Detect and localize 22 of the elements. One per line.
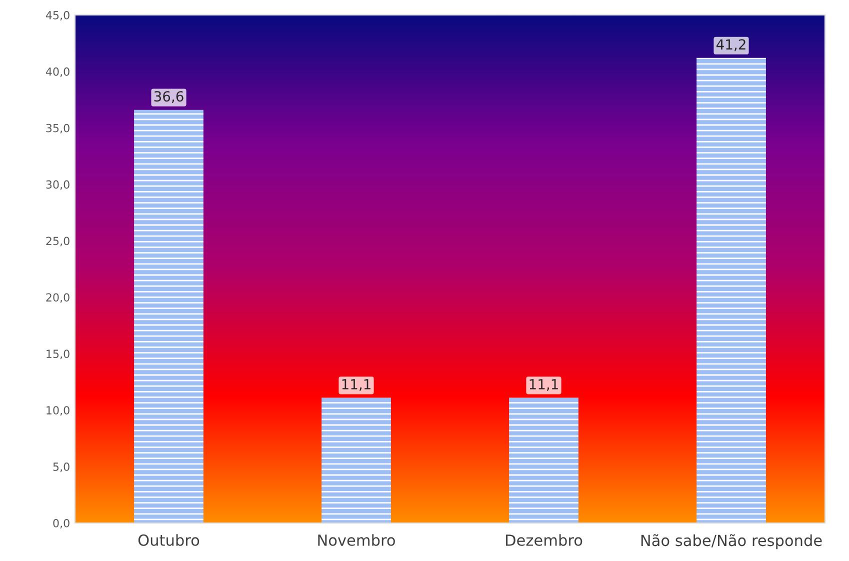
x-tick-label: Não sabe/Não responde bbox=[641, 534, 822, 550]
y-tick-label: 20,0 bbox=[46, 293, 70, 303]
y-tick-label: 30,0 bbox=[46, 180, 70, 190]
x-tick-label: Outubro bbox=[138, 534, 200, 546]
y-tick-label: 40,0 bbox=[46, 67, 70, 77]
y-tick-label: 0,0 bbox=[53, 518, 70, 529]
bar bbox=[322, 398, 391, 523]
bar bbox=[509, 398, 578, 523]
bar bbox=[696, 58, 766, 523]
x-tick-label: Novembro bbox=[318, 534, 395, 546]
data-label: 36,6 bbox=[154, 91, 184, 103]
data-label: 41,2 bbox=[716, 39, 746, 52]
bar bbox=[134, 110, 204, 523]
data-label: 11,1 bbox=[342, 379, 370, 391]
data-label: 11,1 bbox=[530, 379, 558, 391]
y-tick-label: 45,0 bbox=[46, 10, 70, 21]
y-tick-label: 10,0 bbox=[46, 406, 70, 416]
y-tick-label: 35,0 bbox=[46, 124, 70, 134]
y-tick-label: 5,0 bbox=[53, 462, 70, 472]
x-tick-label: Dezembro bbox=[506, 534, 582, 546]
y-tick-label: 25,0 bbox=[46, 236, 70, 246]
y-tick-label: 15,0 bbox=[46, 350, 70, 360]
